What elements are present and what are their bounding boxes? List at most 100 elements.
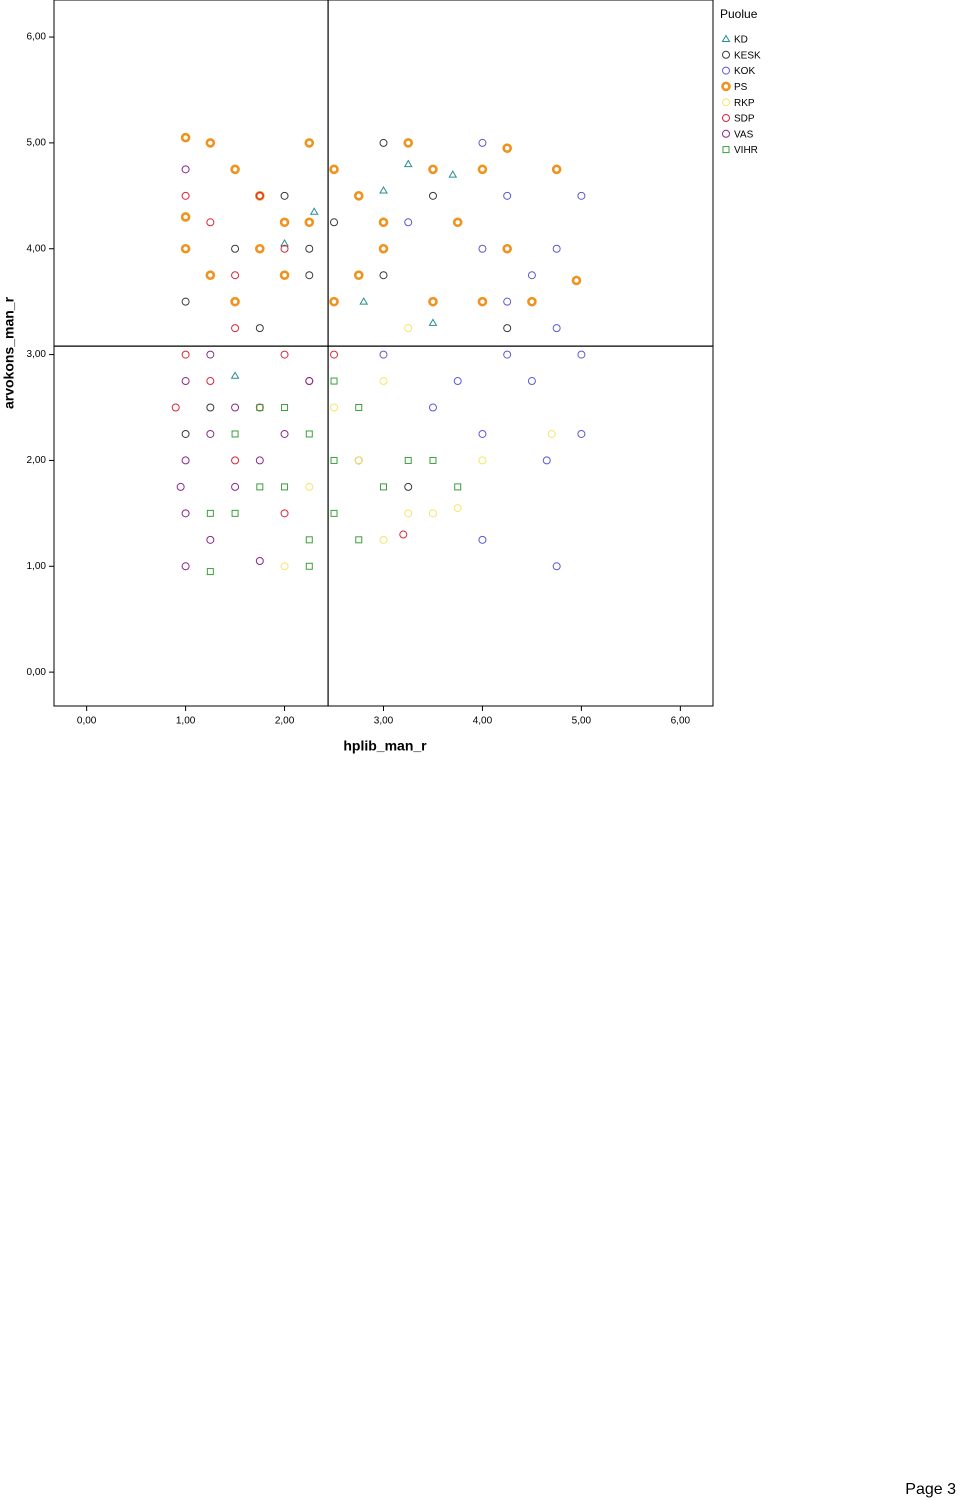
y-tick-label: 6,00 — [27, 32, 47, 43]
point — [379, 138, 388, 147]
point — [280, 562, 289, 571]
point — [478, 429, 487, 438]
point — [429, 456, 437, 464]
point — [176, 482, 185, 491]
point — [428, 164, 438, 175]
point — [279, 270, 290, 281]
point — [547, 429, 556, 438]
point — [379, 350, 388, 359]
x-tick-label: 5,00 — [572, 716, 592, 727]
point — [403, 138, 414, 148]
x-tick-label: 6,00 — [671, 716, 691, 727]
point — [359, 297, 369, 305]
point — [330, 350, 339, 359]
legend-label: VAS — [734, 129, 754, 140]
point — [428, 191, 437, 200]
point — [181, 377, 190, 386]
point — [304, 217, 315, 228]
point — [230, 371, 240, 379]
point — [378, 217, 389, 228]
point — [181, 350, 190, 359]
point — [230, 164, 240, 175]
point — [503, 297, 512, 306]
point — [231, 509, 239, 517]
y-tick-label: 4,00 — [27, 243, 47, 254]
point — [353, 191, 364, 201]
point — [180, 243, 191, 254]
point — [309, 207, 319, 215]
point — [181, 429, 190, 438]
point — [180, 212, 191, 222]
point — [280, 350, 289, 359]
point — [404, 509, 413, 518]
point — [478, 535, 487, 544]
point — [379, 535, 388, 544]
point — [305, 377, 314, 386]
x-tick-label: 1,00 — [176, 716, 196, 727]
point — [448, 170, 458, 178]
point — [171, 403, 180, 412]
legend-title: Puolue — [720, 7, 758, 21]
point — [305, 536, 313, 544]
point — [379, 186, 388, 194]
point — [305, 562, 313, 570]
point — [577, 350, 586, 359]
point — [477, 164, 488, 175]
point — [255, 456, 264, 465]
point — [378, 243, 389, 254]
point — [305, 271, 314, 280]
point — [305, 430, 313, 438]
point — [205, 270, 216, 281]
point — [205, 138, 216, 148]
point — [380, 483, 387, 491]
point — [330, 218, 339, 227]
point — [478, 456, 487, 465]
point — [280, 244, 289, 253]
point — [206, 218, 215, 227]
point — [503, 324, 512, 333]
point — [255, 403, 264, 412]
point — [281, 404, 289, 412]
point — [206, 377, 215, 386]
point — [571, 275, 582, 286]
point — [329, 164, 339, 175]
point — [206, 429, 215, 438]
point — [206, 403, 215, 412]
point — [304, 138, 315, 148]
point — [231, 430, 239, 438]
point — [280, 429, 289, 438]
point — [527, 296, 537, 307]
point — [527, 271, 536, 280]
legend-marker — [722, 146, 730, 154]
point — [353, 270, 364, 281]
legend-marker — [722, 129, 730, 138]
point — [255, 556, 264, 565]
point — [379, 271, 388, 280]
point — [404, 482, 413, 491]
point — [330, 377, 338, 385]
point — [552, 324, 561, 333]
point — [206, 350, 215, 359]
point — [256, 483, 264, 491]
point — [551, 164, 562, 175]
legend-label: RKP — [734, 98, 755, 109]
point — [379, 377, 388, 386]
legend-marker — [722, 66, 730, 75]
point — [231, 456, 240, 465]
legend-label: KD — [734, 35, 748, 46]
point — [181, 191, 190, 200]
legend-label: KOK — [734, 66, 755, 77]
point — [453, 377, 462, 386]
point — [181, 562, 190, 571]
point — [454, 483, 462, 491]
point — [577, 429, 586, 438]
point — [503, 350, 512, 359]
y-tick-label: 1,00 — [27, 561, 47, 572]
point — [255, 191, 264, 200]
point — [355, 404, 363, 412]
legend-marker — [721, 34, 731, 42]
y-tick-label: 2,00 — [27, 455, 47, 466]
point — [502, 143, 512, 153]
legend-label: VIHR — [734, 145, 758, 156]
